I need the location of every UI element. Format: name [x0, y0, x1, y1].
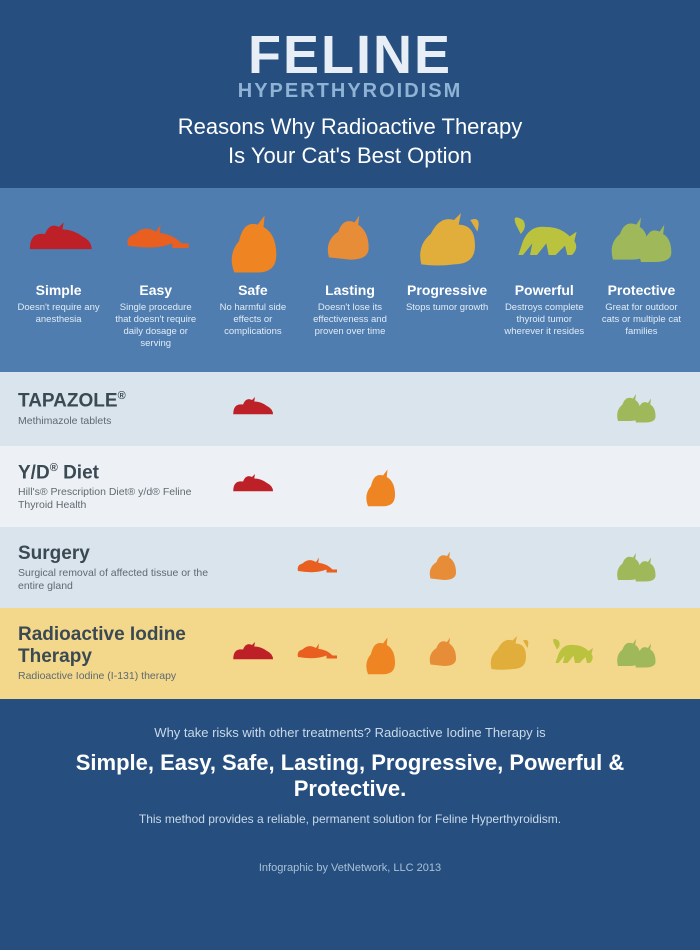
- cat-icon-small: [612, 633, 660, 675]
- benefit-lasting: Lasting Doesn't lose its effectiveness a…: [301, 206, 398, 350]
- row-label: Y/D® Diet Hill's® Prescription Diet® y/d…: [18, 462, 218, 512]
- cat-icon-small: [356, 465, 404, 507]
- footer-sub: This method provides a reliable, permane…: [30, 812, 670, 826]
- cat-icon: [403, 206, 492, 276]
- benefit-title: Lasting: [305, 282, 394, 298]
- title-feline: FELINE: [20, 24, 680, 86]
- cat-icon-small: [292, 547, 340, 589]
- cat-icon: [597, 206, 686, 276]
- row-label: Radioactive Iodine Therapy Radioactive I…: [18, 624, 218, 683]
- footer: Why take risks with other treatments? Ra…: [0, 699, 700, 874]
- benefit-easy: Easy Single procedure that doesn't requi…: [107, 206, 204, 350]
- row-icons: [218, 465, 682, 507]
- benefit-desc: Stops tumor growth: [403, 302, 492, 314]
- row-icons: [218, 547, 682, 589]
- cat-icon-small: [612, 388, 660, 430]
- benefit-title: Protective: [597, 282, 686, 298]
- row-label: Surgery Surgical removal of affected tis…: [18, 543, 218, 592]
- benefit-desc: Great for outdoor cats or multiple cat f…: [597, 302, 686, 338]
- header: FELINE HYPERTHYROIDISM Reasons Why Radio…: [0, 0, 700, 188]
- cat-icon-small: [420, 633, 468, 675]
- benefit-title: Powerful: [500, 282, 589, 298]
- treatment-row: TAPAZOLE® Methimazole tablets: [0, 372, 700, 446]
- cat-icon-small: [484, 633, 532, 675]
- benefit-protective: Protective Great for outdoor cats or mul…: [593, 206, 690, 350]
- benefit-title: Progressive: [403, 282, 492, 298]
- cat-icon-small: [356, 633, 404, 675]
- treatment-row: Radioactive Iodine Therapy Radioactive I…: [0, 608, 700, 699]
- treatment-name: TAPAZOLE®: [18, 390, 218, 412]
- benefit-desc: No harmful side effects or complications: [208, 302, 297, 338]
- cat-icon: [14, 206, 103, 276]
- row-label: TAPAZOLE® Methimazole tablets: [18, 390, 218, 427]
- credit: Infographic by VetNetwork, LLC 2013: [30, 862, 670, 874]
- comparison-rows: TAPAZOLE® Methimazole tablets Y/D® Diet …: [0, 372, 700, 699]
- title-hyper: HYPERTHYROIDISM: [20, 80, 680, 103]
- cat-icon-small: [612, 547, 660, 589]
- benefit-powerful: Powerful Destroys complete thyroid tumor…: [496, 206, 593, 350]
- benefit-title: Easy: [111, 282, 200, 298]
- subtitle: Reasons Why Radioactive Therapy Is Your …: [20, 113, 680, 170]
- row-icons: [218, 388, 682, 430]
- treatment-sub: Radioactive Iodine (I-131) therapy: [18, 670, 218, 683]
- treatment-row: Y/D® Diet Hill's® Prescription Diet® y/d…: [0, 446, 700, 528]
- cat-icon-small: [420, 547, 468, 589]
- footer-question: Why take risks with other treatments? Ra…: [30, 725, 670, 740]
- treatment-sub: Hill's® Prescription Diet® y/d® Feline T…: [18, 486, 218, 511]
- treatment-name: Surgery: [18, 543, 218, 565]
- treatment-row: Surgery Surgical removal of affected tis…: [0, 527, 700, 608]
- cat-icon-small: [228, 388, 276, 430]
- benefit-title: Simple: [14, 282, 103, 298]
- cat-icon-small: [292, 633, 340, 675]
- benefit-desc: Single procedure that doesn't require da…: [111, 302, 200, 350]
- cat-icon: [111, 206, 200, 276]
- cat-icon-small: [228, 465, 276, 507]
- treatment-name: Y/D® Diet: [18, 462, 218, 484]
- benefit-desc: Destroys complete thyroid tumor wherever…: [500, 302, 589, 338]
- cat-icon-small: [228, 633, 276, 675]
- cat-icon: [305, 206, 394, 276]
- benefit-progressive: Progressive Stops tumor growth: [399, 206, 496, 350]
- cat-icon: [500, 206, 589, 276]
- benefit-simple: Simple Doesn't require any anesthesia: [10, 206, 107, 350]
- cat-icon: [208, 206, 297, 276]
- row-icons: [218, 633, 682, 675]
- benefit-safe: Safe No harmful side effects or complica…: [204, 206, 301, 350]
- cat-icon-small: [548, 633, 596, 675]
- benefit-title: Safe: [208, 282, 297, 298]
- benefits-band: Simple Doesn't require any anesthesia Ea…: [0, 188, 700, 372]
- treatment-sub: Surgical removal of affected tissue or t…: [18, 567, 218, 592]
- footer-headline: Simple, Easy, Safe, Lasting, Progressive…: [30, 750, 670, 802]
- benefit-desc: Doesn't lose its effectiveness and prove…: [305, 302, 394, 338]
- treatment-sub: Methimazole tablets: [18, 415, 218, 428]
- treatment-name: Radioactive Iodine Therapy: [18, 624, 218, 668]
- benefit-desc: Doesn't require any anesthesia: [14, 302, 103, 326]
